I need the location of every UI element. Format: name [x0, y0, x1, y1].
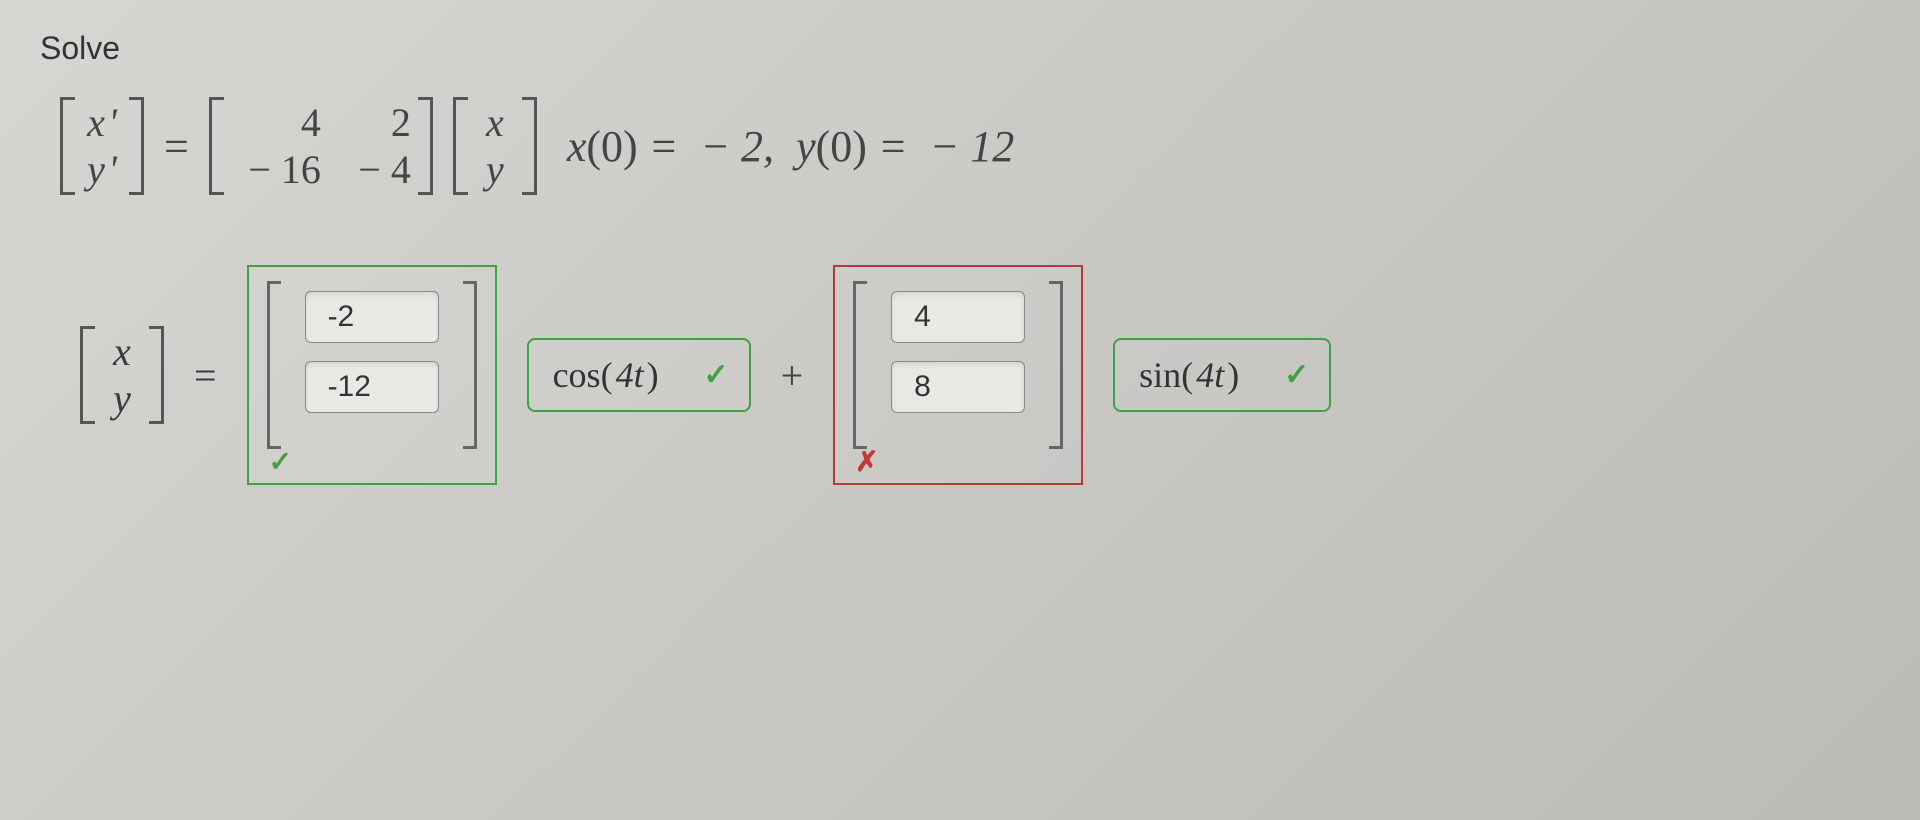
coefficient-matrix: 4 2 − 16 − 4	[209, 97, 433, 195]
answer-vector-1: -2 -12 ✓	[247, 265, 497, 485]
matrix-cell-0-0: 4	[231, 99, 321, 146]
check-icon: ✓	[703, 358, 728, 393]
cell-yprime: y '	[82, 146, 122, 193]
prompt-text: Solve	[40, 30, 1880, 67]
answer-func-1[interactable]: cos( 4t ) ✓	[527, 338, 751, 412]
answer-input-1-1[interactable]: -12	[305, 361, 439, 413]
cell-xprime: x '	[82, 99, 122, 146]
initial-conditions: x(0) = − 2, y(0) = − 12	[567, 121, 1014, 172]
vector-xy: x y	[453, 97, 537, 195]
vector-xprime-yprime: x ' y '	[60, 97, 144, 195]
cell-x: x	[475, 99, 515, 146]
answer-cell-x: x	[102, 328, 142, 375]
check-icon: ✓	[1284, 358, 1309, 393]
answer-lhs-vector: x y	[80, 326, 164, 424]
answer-input-2-0[interactable]: 4	[891, 291, 1025, 343]
problem-page: Solve x ' y ' = 4 2 − 16 − 4	[0, 0, 1920, 515]
cell-y: y	[475, 146, 515, 193]
matrix-cell-1-1: − 4	[351, 146, 411, 193]
answer-input-2-1[interactable]: 8	[891, 361, 1025, 413]
answer-equals: =	[194, 352, 217, 399]
answer-input-1-0[interactable]: -2	[305, 291, 439, 343]
equation-row: x ' y ' = 4 2 − 16 − 4	[60, 97, 1880, 195]
matrix-cell-1-0: − 16	[231, 146, 321, 193]
answer-vector-2: 4 8 ✗	[833, 265, 1083, 485]
answer-func-2[interactable]: sin( 4t ) ✓	[1113, 338, 1331, 412]
cross-icon: ✗	[855, 445, 878, 479]
answer-row: x y = -2 -12 ✓ cos( 4t ) ✓ +	[80, 265, 1880, 485]
matrix-cell-0-1: 2	[351, 99, 411, 146]
answer-cell-y: y	[102, 375, 142, 422]
check-icon: ✓	[269, 445, 292, 479]
equals-sign: =	[164, 121, 189, 172]
plus-sign: +	[781, 352, 804, 399]
